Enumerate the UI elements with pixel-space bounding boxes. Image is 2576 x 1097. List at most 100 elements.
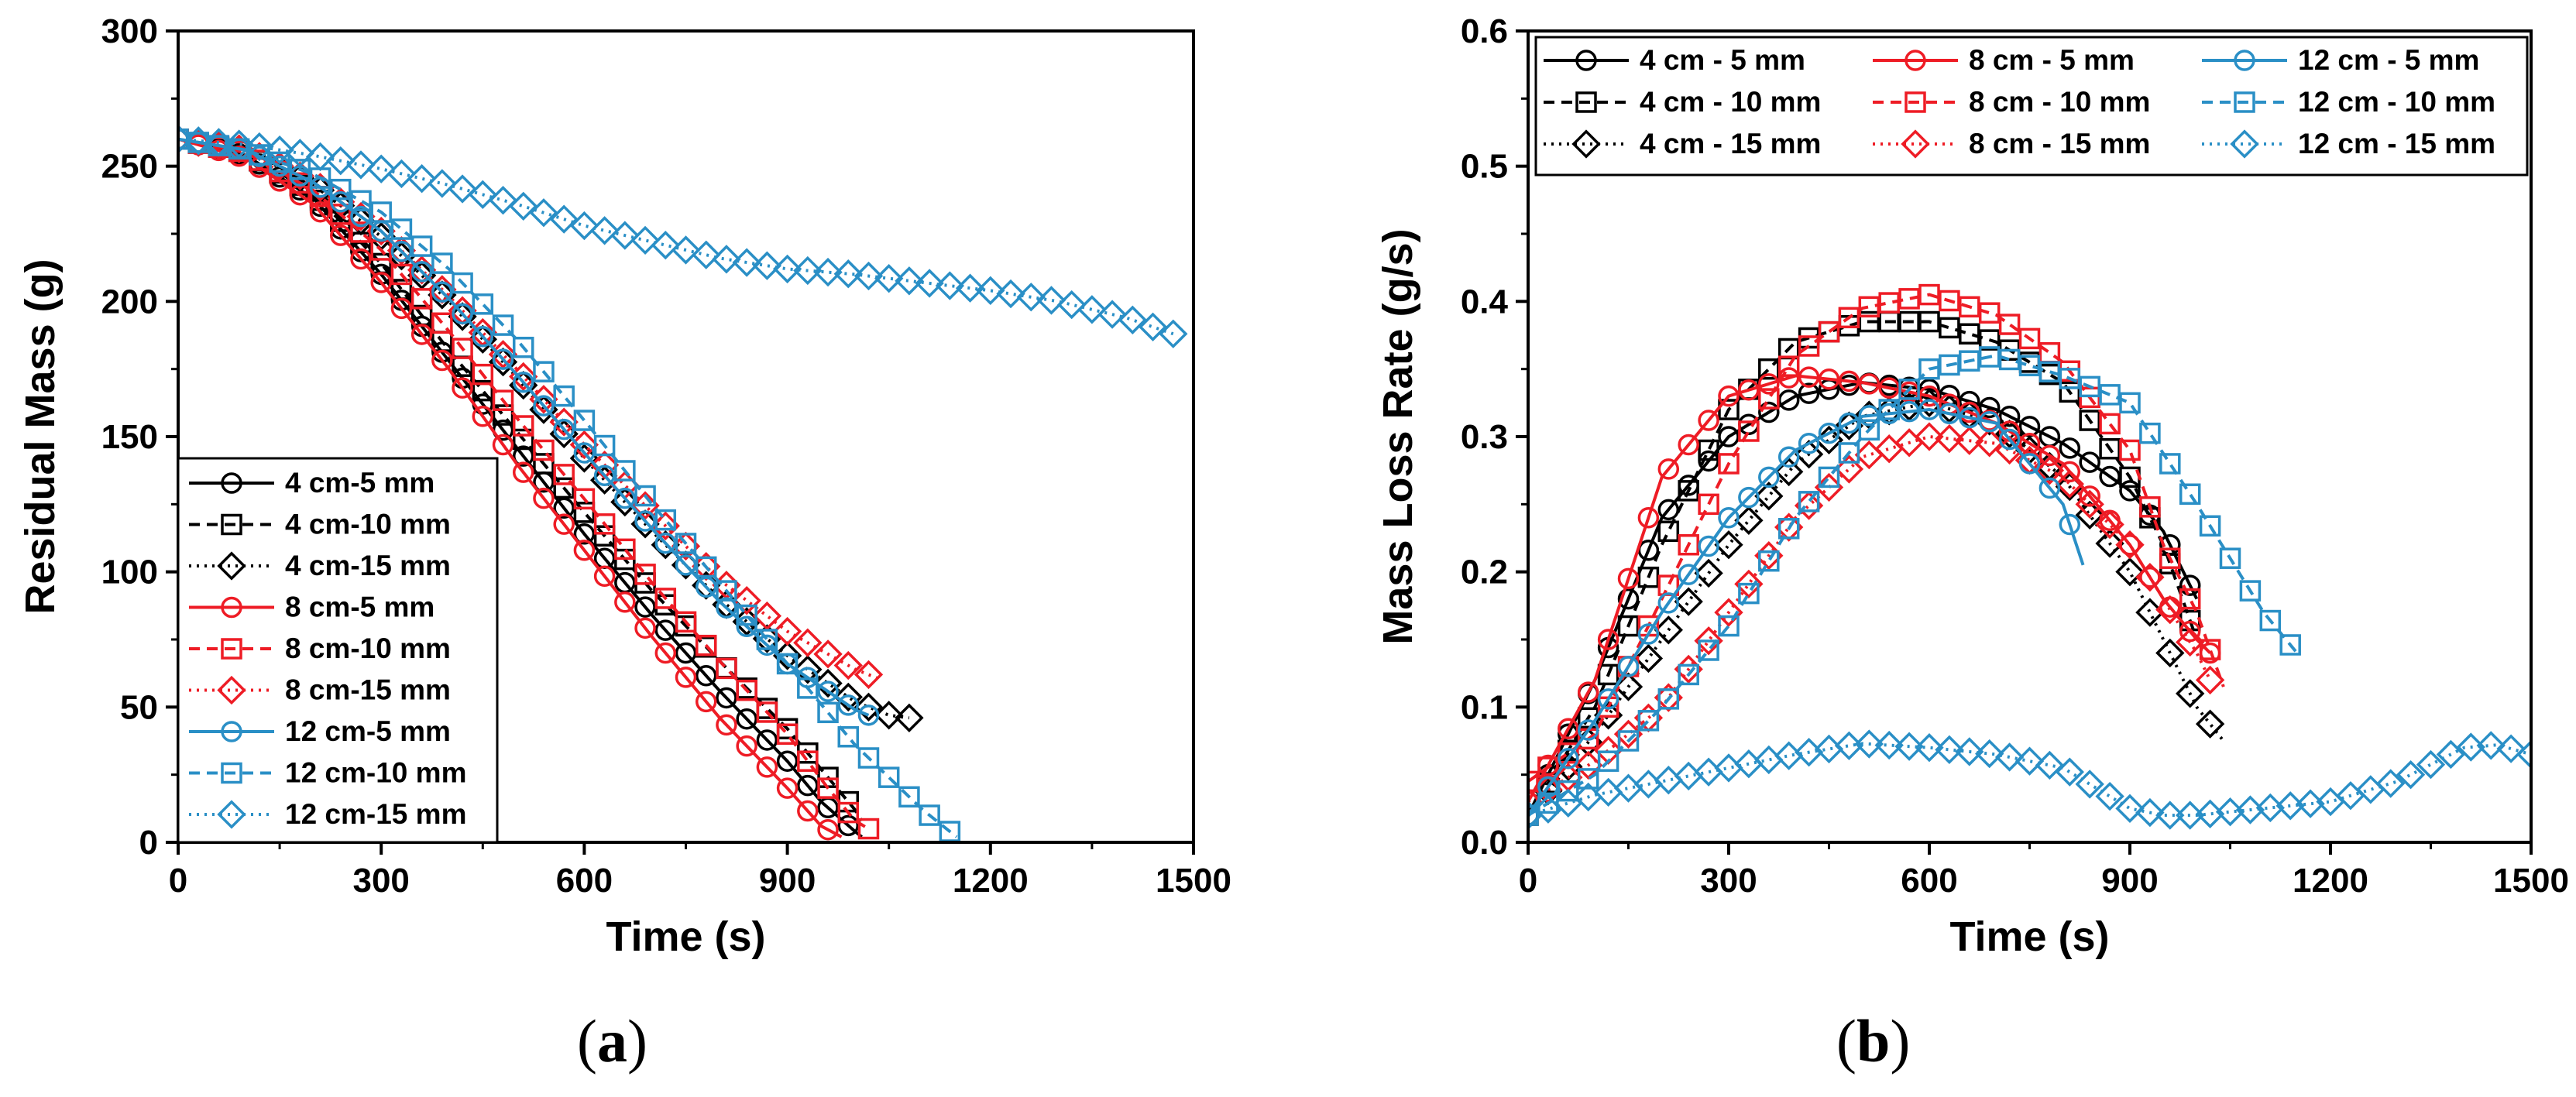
- data-point: [407, 164, 437, 194]
- data-point: [675, 533, 697, 554]
- data-point: [1617, 567, 1640, 590]
- data-point: [1528, 804, 1539, 826]
- legend-marker: [2234, 91, 2255, 113]
- data-point: [1637, 566, 1660, 588]
- data-point: [1798, 382, 1820, 404]
- data-point: [452, 303, 473, 325]
- data-point: [1694, 626, 1723, 656]
- legend-item: 12 cm - 5 mm: [2202, 44, 2479, 76]
- data-point: [2075, 770, 2104, 799]
- data-point: [1939, 403, 1960, 425]
- data-point: [1558, 747, 1579, 770]
- data-point: [178, 125, 193, 154]
- data-point: [1754, 482, 1784, 511]
- data-point: [813, 668, 843, 698]
- data-point: [1597, 629, 1619, 650]
- data-point: [2496, 734, 2526, 763]
- data-point: [553, 418, 575, 441]
- data-point: [776, 777, 799, 799]
- data-point: [1939, 317, 1960, 339]
- data-point: [1637, 623, 1660, 645]
- data-point: [1978, 329, 2001, 351]
- data-point: [854, 261, 884, 291]
- data-point: [472, 293, 494, 315]
- data-point: [1777, 389, 1800, 411]
- data-point: [1774, 457, 1804, 487]
- data-point: [224, 129, 254, 159]
- data-point: [2139, 566, 2161, 588]
- data-point: [736, 708, 757, 730]
- data-point: [1878, 377, 1900, 399]
- data-point: [468, 180, 497, 210]
- x-tick-label: 300: [1700, 862, 1757, 900]
- legend-item: 12 cm - 10 mm: [2202, 86, 2495, 118]
- data-point: [1818, 321, 1840, 343]
- legend-label: 4 cm-10 mm: [285, 509, 451, 540]
- data-point: [2516, 739, 2531, 770]
- legend-marker: [221, 721, 242, 742]
- data-point: [1894, 732, 1924, 761]
- data-point: [756, 629, 778, 650]
- data-point: [736, 615, 757, 637]
- data-point: [2079, 451, 2100, 473]
- data-point: [2115, 530, 2145, 560]
- data-point: [1617, 656, 1640, 677]
- data-point: [2099, 437, 2121, 460]
- data-point: [736, 679, 757, 701]
- data-point: [2099, 384, 2121, 406]
- data-point: [1574, 750, 1603, 780]
- data-point: [492, 348, 514, 370]
- legend-label: 12 cm - 15 mm: [2298, 128, 2495, 159]
- data-point: [1918, 310, 1940, 333]
- data-point: [1694, 757, 1723, 787]
- data-point: [1858, 310, 1880, 333]
- data-point: [874, 701, 904, 730]
- legend-item: 8 cm-15 mm: [189, 674, 451, 706]
- data-point: [1597, 750, 1619, 772]
- data-point: [1758, 388, 1780, 410]
- data-point: [1738, 379, 1760, 401]
- data-point: [1698, 439, 1719, 461]
- data-point: [833, 650, 863, 680]
- data-point: [593, 513, 616, 535]
- data-point: [752, 251, 782, 280]
- data-point: [1978, 411, 2001, 433]
- data-point: [776, 723, 799, 746]
- data-point: [736, 735, 757, 757]
- data-point: [2195, 665, 2225, 695]
- data-point: [1774, 741, 1804, 770]
- data-point: [2059, 513, 2081, 536]
- data-point: [370, 272, 392, 293]
- legend-label: 8 cm - 5 mm: [1969, 44, 2135, 76]
- data-point: [386, 159, 417, 189]
- data-point: [2139, 496, 2161, 518]
- data-point: [1714, 753, 1743, 783]
- data-point: [309, 201, 331, 223]
- y-tick-label: 0.5: [1461, 148, 1508, 186]
- y-tick-label: 0.6: [1461, 12, 1508, 50]
- data-point: [1918, 385, 1940, 407]
- data-point: [2155, 595, 2185, 625]
- data-point: [1834, 454, 1864, 484]
- data-point: [2018, 432, 2041, 454]
- legend-label: 12 cm - 5 mm: [2298, 44, 2479, 76]
- data-point: [1637, 710, 1660, 732]
- data-point: [2079, 375, 2100, 398]
- x-tick-label: 600: [1901, 862, 1957, 900]
- data-point: [2035, 750, 2065, 780]
- data-point: [593, 565, 616, 588]
- data-point: [1998, 314, 2021, 335]
- data-point: [249, 144, 270, 166]
- data-point: [1678, 480, 1699, 502]
- data-point: [837, 694, 860, 716]
- data-point: [512, 445, 534, 467]
- legend-item: 4 cm - 5 mm: [1544, 44, 1805, 76]
- data-point: [289, 159, 311, 180]
- data-point: [1577, 681, 1599, 703]
- series-line: [1528, 320, 2199, 817]
- data-point: [1734, 569, 1764, 599]
- data-point: [1597, 663, 1619, 686]
- data-point: [895, 266, 924, 296]
- data-point: [472, 325, 494, 348]
- data-point: [712, 245, 741, 274]
